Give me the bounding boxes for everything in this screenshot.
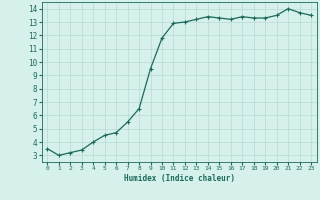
X-axis label: Humidex (Indice chaleur): Humidex (Indice chaleur): [124, 174, 235, 183]
